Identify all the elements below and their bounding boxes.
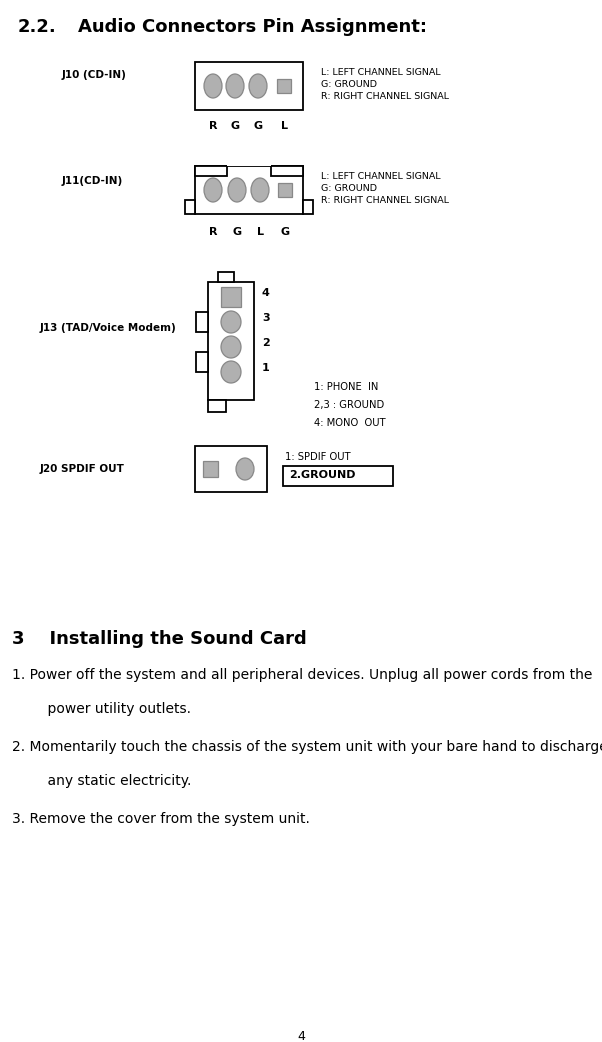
- Bar: [195, 166, 303, 214]
- Bar: [196, 352, 208, 372]
- Text: 4: 4: [297, 1029, 305, 1042]
- Bar: [195, 446, 267, 492]
- Text: Audio Connectors Pin Assignment:: Audio Connectors Pin Assignment:: [78, 18, 427, 36]
- Bar: [195, 166, 227, 176]
- Bar: [203, 461, 218, 477]
- Bar: [221, 287, 241, 307]
- Bar: [271, 166, 303, 176]
- Text: L: LEFT CHANNEL SIGNAL: L: LEFT CHANNEL SIGNAL: [321, 68, 441, 77]
- Text: 2.2.: 2.2.: [18, 18, 57, 36]
- Text: L: LEFT CHANNEL SIGNAL: L: LEFT CHANNEL SIGNAL: [321, 172, 441, 181]
- Text: J10 (CD-IN): J10 (CD-IN): [62, 70, 127, 80]
- Ellipse shape: [204, 178, 222, 202]
- Text: R: RIGHT CHANNEL SIGNAL: R: RIGHT CHANNEL SIGNAL: [321, 196, 449, 205]
- Text: 3: 3: [262, 313, 270, 323]
- Text: 2.GROUND: 2.GROUND: [289, 470, 356, 480]
- Text: 2: 2: [262, 338, 270, 348]
- Bar: [208, 400, 226, 412]
- Bar: [196, 312, 208, 332]
- Text: 1. Power off the system and all peripheral devices. Unplug all power cords from : 1. Power off the system and all peripher…: [12, 668, 592, 683]
- Ellipse shape: [228, 178, 246, 202]
- Text: R: RIGHT CHANNEL SIGNAL: R: RIGHT CHANNEL SIGNAL: [321, 92, 449, 101]
- Text: 1: SPDIF OUT: 1: SPDIF OUT: [285, 452, 350, 462]
- Text: 3. Remove the cover from the system unit.: 3. Remove the cover from the system unit…: [12, 812, 310, 826]
- Ellipse shape: [249, 74, 267, 98]
- Text: G: G: [253, 121, 262, 131]
- Text: R: R: [209, 227, 217, 237]
- Text: G: GROUND: G: GROUND: [321, 80, 377, 89]
- Bar: [195, 63, 303, 110]
- Ellipse shape: [221, 361, 241, 383]
- Ellipse shape: [221, 336, 241, 358]
- Text: power utility outlets.: power utility outlets.: [30, 702, 191, 716]
- Text: 4: MONO  OUT: 4: MONO OUT: [314, 418, 386, 428]
- Text: 2. Momentarily touch the chassis of the system unit with your bare hand to disch: 2. Momentarily touch the chassis of the …: [12, 740, 602, 754]
- Bar: [208, 282, 254, 400]
- Bar: [277, 79, 291, 93]
- Text: 2,3 : GROUND: 2,3 : GROUND: [314, 400, 384, 410]
- Bar: [278, 183, 292, 197]
- Text: G: G: [232, 227, 241, 237]
- Text: R: R: [209, 121, 217, 131]
- Text: 4: 4: [262, 288, 270, 298]
- Text: 3    Installing the Sound Card: 3 Installing the Sound Card: [12, 630, 307, 648]
- Text: G: G: [231, 121, 240, 131]
- Bar: [283, 466, 393, 486]
- Text: 1: 1: [262, 363, 270, 373]
- Text: 1: PHONE  IN: 1: PHONE IN: [314, 382, 379, 392]
- Ellipse shape: [204, 74, 222, 98]
- Text: G: GROUND: G: GROUND: [321, 184, 377, 193]
- Ellipse shape: [221, 311, 241, 333]
- Bar: [218, 272, 234, 282]
- Bar: [185, 200, 195, 214]
- Ellipse shape: [226, 74, 244, 98]
- Ellipse shape: [251, 178, 269, 202]
- Text: L: L: [256, 227, 264, 237]
- Text: G: G: [281, 227, 290, 237]
- Text: J13 (TAD/Voice Modem): J13 (TAD/Voice Modem): [40, 323, 177, 333]
- Text: any static electricity.: any static electricity.: [30, 774, 191, 788]
- Bar: [227, 154, 271, 166]
- Bar: [303, 200, 313, 214]
- Text: J11(CD-IN): J11(CD-IN): [62, 176, 123, 187]
- Text: L: L: [281, 121, 288, 131]
- Ellipse shape: [236, 458, 254, 480]
- Text: J20 SPDIF OUT: J20 SPDIF OUT: [40, 464, 125, 474]
